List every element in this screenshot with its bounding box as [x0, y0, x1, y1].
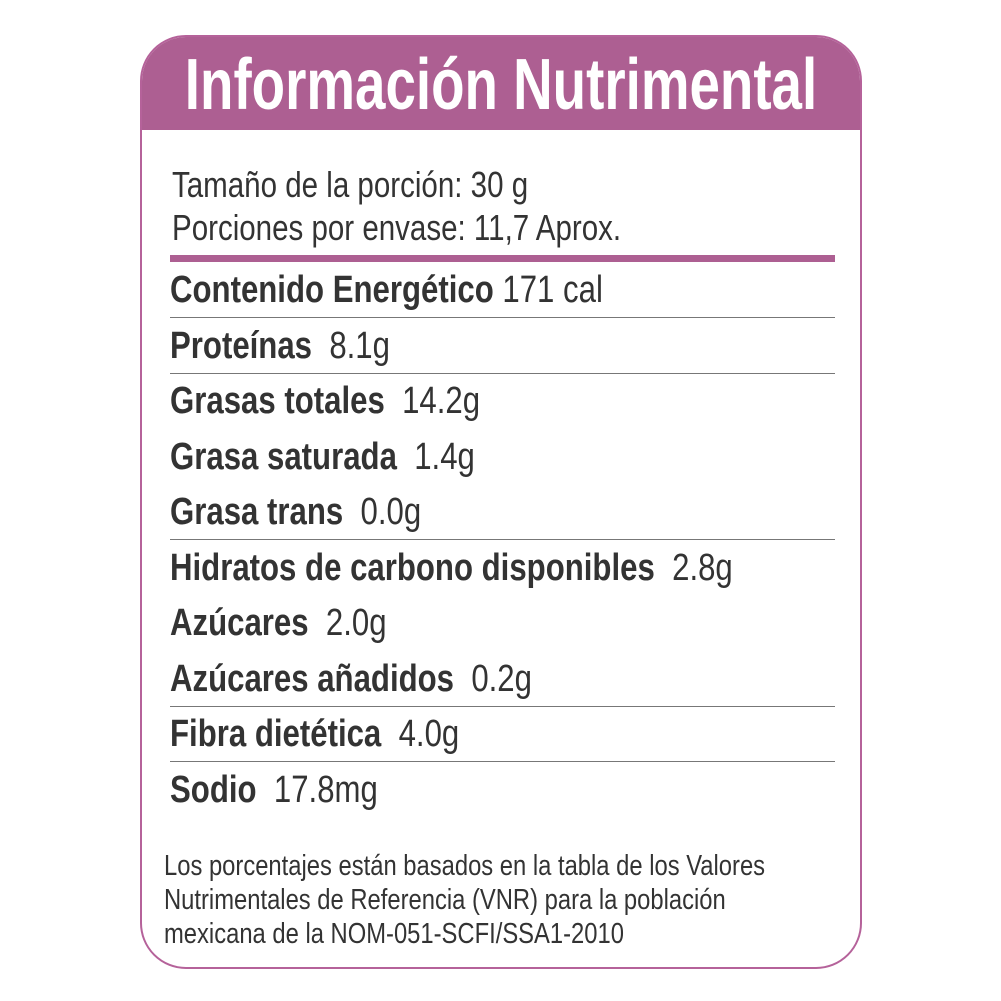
nutrient-label: Hidratos de carbono disponibles: [170, 546, 655, 589]
thick-divider: [170, 255, 835, 262]
nutrient-value: 2.0g: [325, 602, 387, 644]
row-divider: [170, 705, 835, 707]
nutrient-value: 14.2g: [402, 380, 481, 422]
label-header: Información Nutrimental: [142, 37, 860, 130]
nutrient-row: Sodio 17.8mg: [170, 768, 423, 812]
nutrient-label: Grasas totales: [170, 380, 385, 422]
row-divider: [170, 761, 835, 762]
nutrient-label: Azúcares añadidos: [170, 657, 455, 700]
nutrient-row: Azúcares 2.0g: [170, 601, 434, 645]
nutrient-row: Fibra dietética 4.0g: [170, 712, 523, 756]
nutrient-value: 8.1g: [329, 324, 390, 367]
nutrient-label: Grasa trans: [170, 491, 344, 533]
nutrient-label: Azúcares: [170, 602, 309, 644]
nutrient-label: Contenido Energético: [170, 269, 494, 311]
nutrient-label: Fibra dietética: [170, 713, 382, 755]
row-divider: [170, 317, 835, 318]
nutrient-value: 171 cal: [502, 269, 603, 311]
label-title: Información Nutrimental: [184, 45, 818, 125]
nutrient-value: 0.0g: [360, 491, 422, 533]
footnote-line: Nutrimentales de Referencia (VNR) para l…: [164, 884, 726, 916]
serving-size: Tamaño de la porción: 30 g: [172, 164, 529, 205]
row-divider: [170, 539, 835, 540]
row-divider: [170, 372, 835, 374]
nutrient-value: 4.0g: [398, 713, 460, 755]
footnote-line: mexicana de la NOM-051-SCFI/SSA1-2010: [164, 918, 624, 950]
nutrient-label: Sodio: [170, 768, 257, 811]
nutrient-row: Hidratos de carbono disponibles 2.8g: [170, 546, 856, 590]
nutrient-row: Grasas totales 14.2g: [170, 379, 548, 423]
nutrition-label: Información Nutrimental Tamaño de la por…: [140, 35, 862, 969]
nutrient-label: Proteínas: [170, 324, 313, 367]
nutrient-value: 2.8g: [672, 546, 733, 589]
nutrient-value: 17.8mg: [273, 768, 378, 811]
nutrient-row: Grasa saturada 1.4g: [170, 435, 542, 479]
footnote-line: Los porcentajes están basados en la tabl…: [164, 850, 766, 882]
nutrient-label: Grasa saturada: [170, 435, 397, 478]
servings-per-container: Porciones por envase: 11,7 Aprox.: [172, 207, 622, 248]
nutrient-value: 1.4g: [414, 435, 475, 478]
nutrient-row: Azúcares añadidos 0.2g: [170, 657, 611, 701]
nutrient-value: 0.2g: [471, 657, 532, 700]
nutrient-row: Grasa trans 0.0g: [170, 490, 476, 534]
nutrient-row: Contenido Energético 171 cal: [170, 268, 698, 312]
nutrient-row: Proteínas 8.1g: [170, 324, 438, 368]
